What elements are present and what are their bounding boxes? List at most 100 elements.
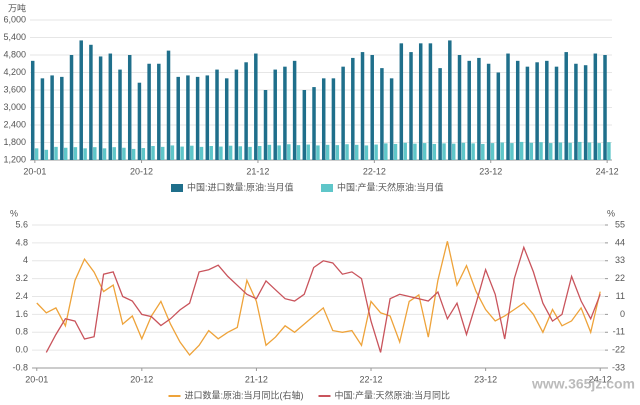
bar — [73, 147, 78, 160]
y-tick-label: 3,600 — [3, 84, 26, 94]
y2-unit: % — [607, 208, 615, 218]
bar — [418, 43, 423, 161]
bar — [351, 57, 355, 160]
bar — [306, 144, 310, 160]
bar — [302, 90, 307, 160]
x-tick-label: 23-12 — [474, 374, 497, 384]
legend-swatch — [321, 184, 333, 192]
bar — [254, 53, 258, 160]
bar — [519, 141, 524, 160]
bar — [525, 66, 530, 160]
y2-tick-label: -11 — [613, 327, 625, 337]
legend-label: 中国:进口数量:原油:当月值 — [187, 181, 294, 192]
bar — [389, 78, 394, 160]
bar — [448, 40, 452, 160]
bar — [60, 76, 64, 160]
bar — [287, 144, 291, 160]
bar — [296, 145, 301, 160]
x-tick-label: 21-12 — [246, 166, 269, 176]
y2-tick-label: -33 — [612, 362, 625, 372]
legend-label: 进口数量:原油:当月同比(右轴) — [185, 389, 304, 400]
legend-label: 中国:产量:天然原油:当月值 — [337, 181, 444, 192]
bar — [224, 78, 229, 160]
bar — [535, 62, 539, 160]
y-tick-label: 4 — [23, 255, 28, 265]
x-tick-label: 21-12 — [245, 374, 268, 384]
x-tick-label: 23-12 — [479, 166, 502, 176]
x-tick-label: 22-12 — [360, 374, 383, 384]
y-tick-label: 3.2 — [15, 273, 28, 283]
bar — [607, 142, 611, 160]
y2-tick-label: 11 — [616, 291, 625, 301]
bar — [30, 60, 35, 161]
x-tick-label: 20-12 — [130, 374, 153, 384]
bar — [529, 142, 534, 160]
y-tick-label: 0.8 — [15, 327, 28, 337]
bar — [380, 68, 384, 160]
bar — [370, 55, 374, 160]
bar — [83, 148, 87, 160]
bar — [263, 90, 268, 160]
bar — [147, 63, 151, 160]
bar — [574, 63, 578, 160]
bar — [176, 76, 180, 160]
y2-tick-label: 44 — [615, 237, 625, 247]
bar — [477, 57, 481, 160]
bar — [578, 141, 582, 160]
bar — [89, 44, 93, 160]
bar — [432, 143, 437, 160]
y-tick-label: 5.6 — [15, 219, 28, 229]
bar — [490, 143, 495, 160]
bar — [548, 143, 553, 160]
bar — [44, 149, 49, 160]
bar — [374, 144, 378, 160]
bar — [316, 145, 320, 160]
bar — [341, 66, 345, 160]
bar — [79, 40, 83, 160]
bar — [54, 146, 58, 160]
y-tick-label: 3,000 — [3, 102, 26, 112]
bar — [428, 43, 433, 161]
bar — [360, 52, 365, 161]
bar — [234, 69, 239, 160]
x-tick-label: 24-12 — [589, 374, 612, 384]
bar — [228, 145, 233, 160]
bar — [141, 148, 146, 160]
bar — [558, 142, 563, 160]
bar — [190, 145, 194, 160]
y-unit: 万吨 — [8, 2, 26, 13]
bar — [180, 146, 184, 160]
bar — [186, 75, 190, 160]
y-tick-label: 1,800 — [3, 137, 26, 147]
bar — [587, 142, 592, 160]
y-tick-label: 4,200 — [3, 67, 26, 77]
bar — [209, 146, 213, 160]
bar — [331, 78, 336, 160]
bar — [283, 66, 287, 160]
bar — [422, 143, 427, 160]
x-tick-label: 22-12 — [363, 166, 386, 176]
bar — [244, 62, 248, 160]
bar — [515, 60, 520, 161]
bar — [603, 55, 607, 160]
y-tick-label: 6,000 — [3, 14, 26, 24]
bar — [50, 75, 54, 160]
bar — [568, 142, 572, 160]
bar — [257, 146, 262, 160]
bar — [409, 52, 413, 161]
bar — [457, 55, 462, 160]
x-tick-label: 20-12 — [130, 166, 153, 176]
bar — [325, 144, 330, 160]
bar — [219, 146, 223, 160]
bar — [510, 143, 514, 160]
bar — [354, 144, 359, 160]
x-tick-label: 20-01 — [25, 374, 48, 384]
line-series — [45, 245, 601, 353]
x-tick-label: 24-12 — [596, 166, 619, 176]
bar — [292, 60, 297, 161]
bar — [312, 87, 316, 160]
bar — [506, 53, 510, 160]
bar — [583, 65, 588, 160]
bar — [593, 53, 598, 160]
